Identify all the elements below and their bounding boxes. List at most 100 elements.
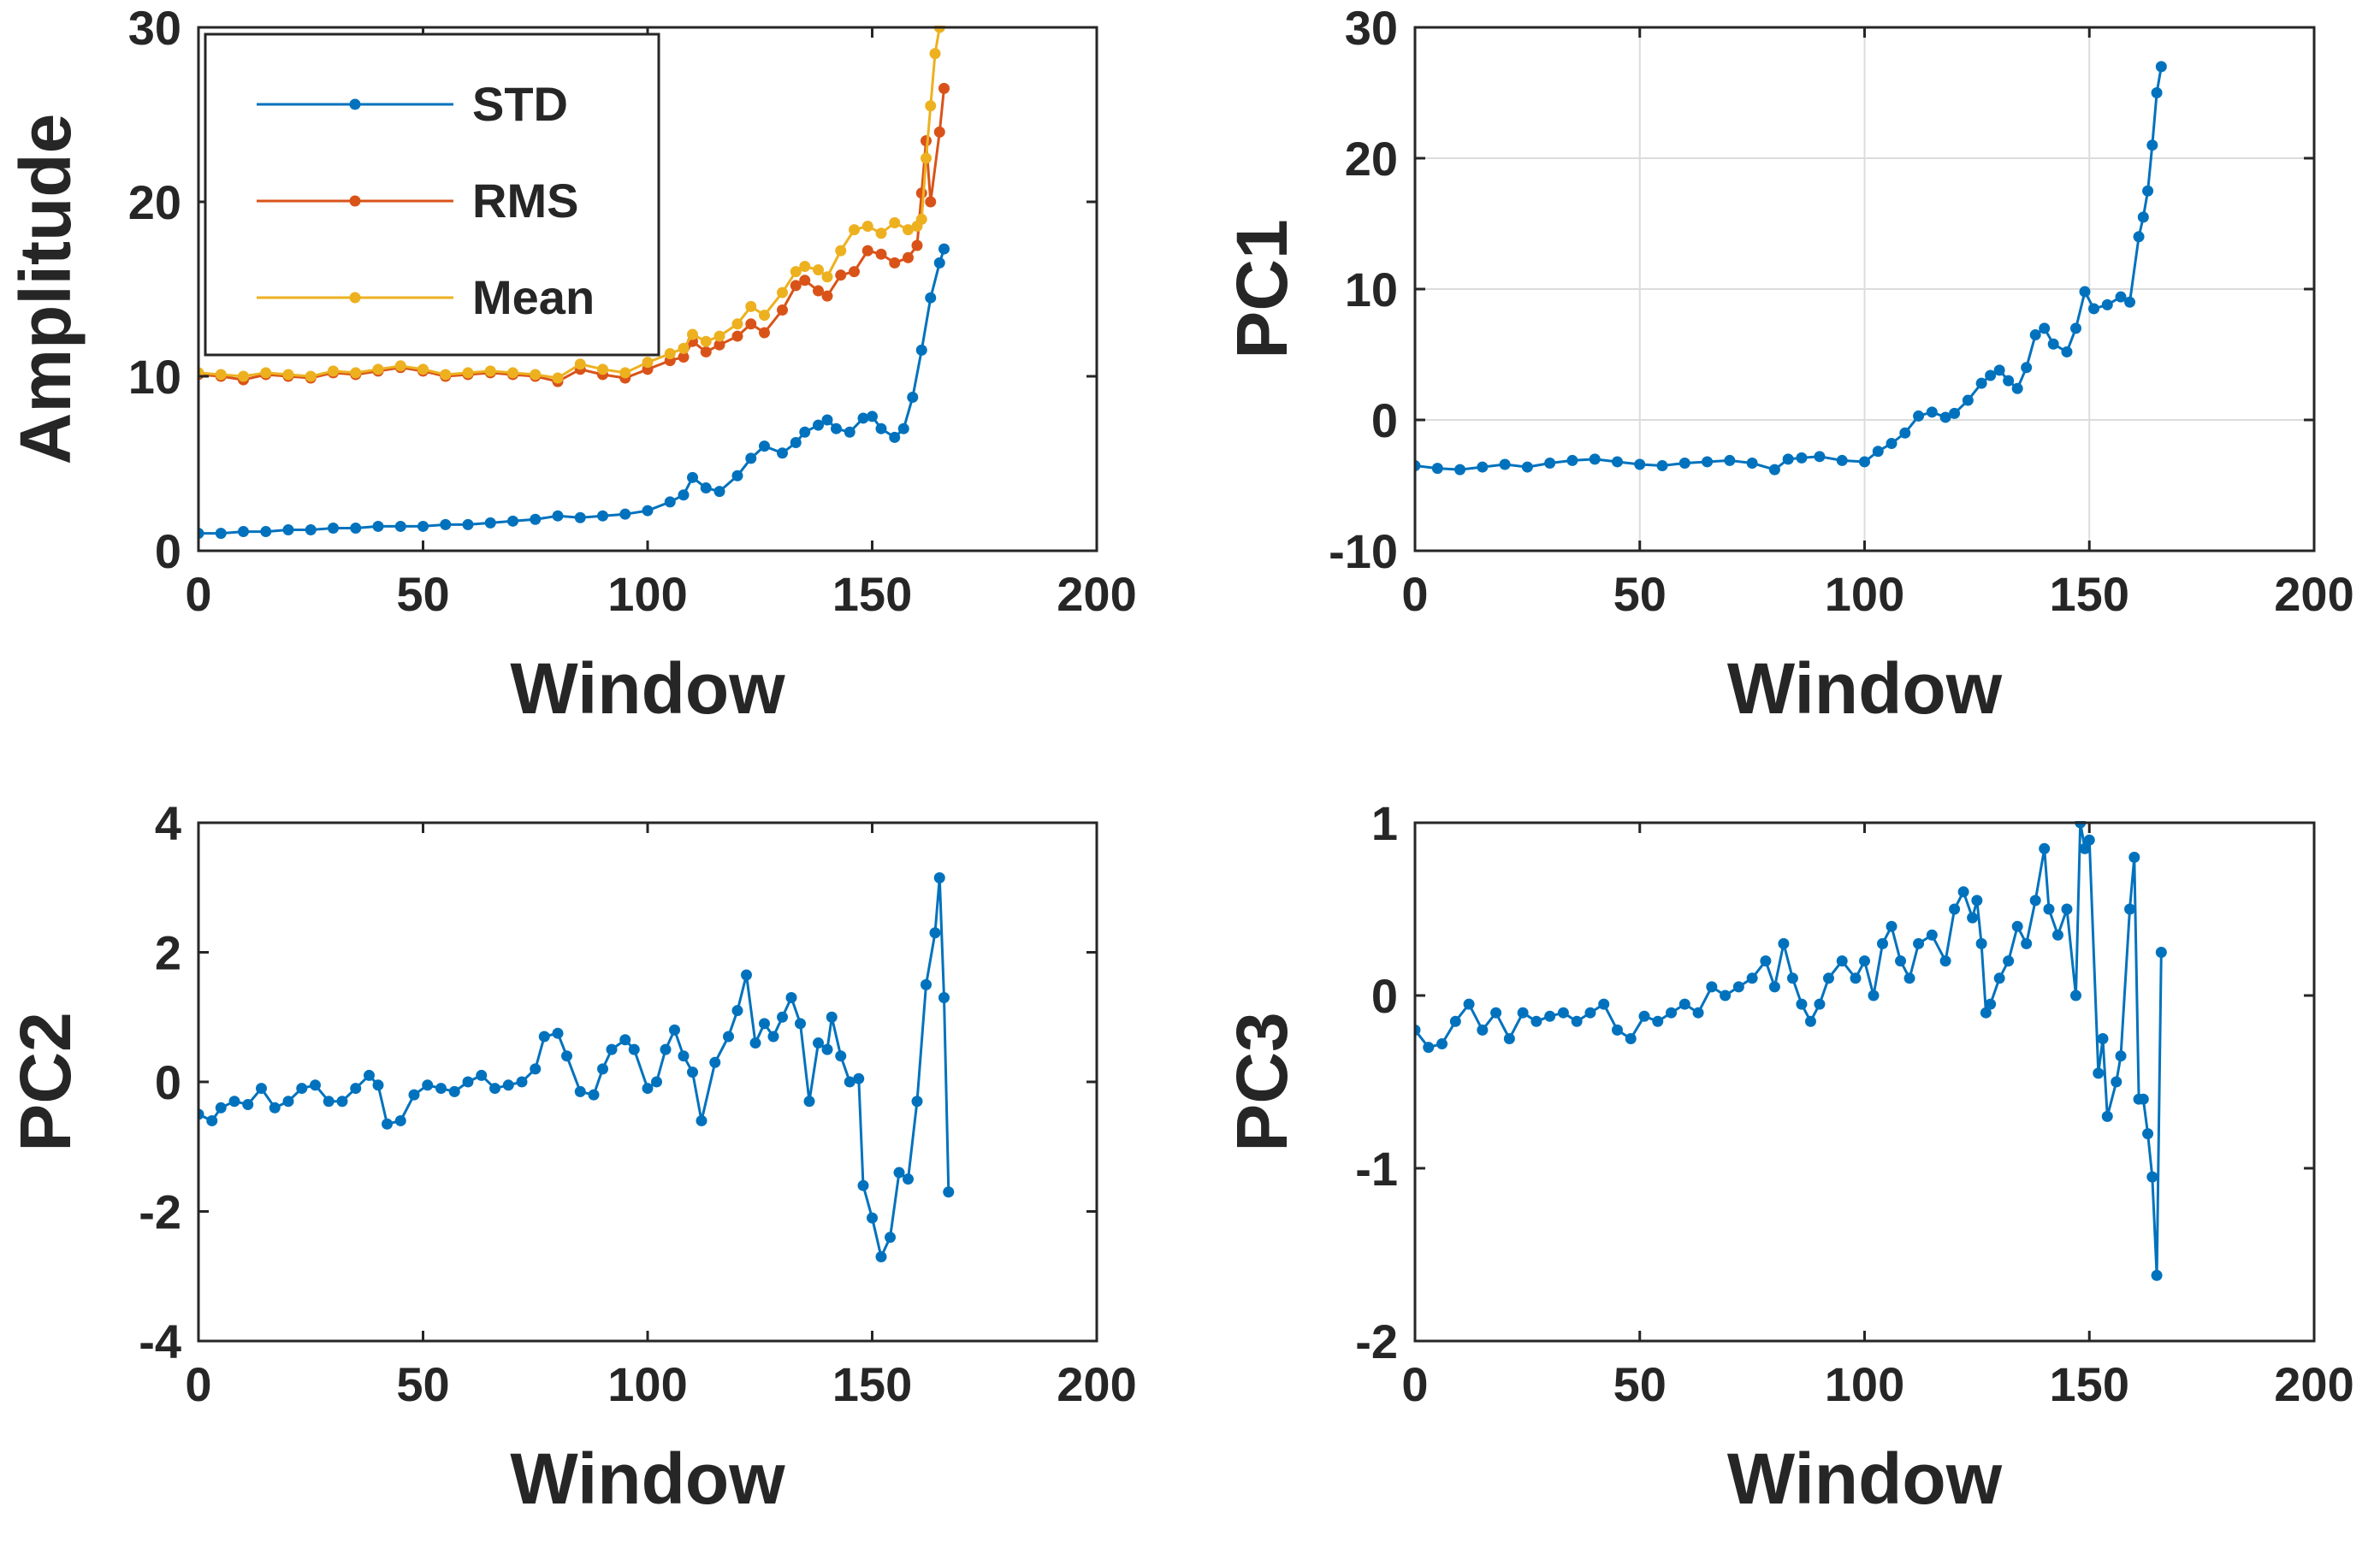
data-point [713,339,725,351]
y-axis-label: PC2 [5,1012,86,1151]
data-point [749,1037,761,1049]
data-point [422,1079,434,1091]
series-line-pc1 [1415,66,2163,471]
data-point [198,1108,204,1120]
y-tick-label: -2 [1355,1315,1398,1368]
data-point [530,1063,542,1075]
data-point [1886,438,1897,450]
data-point [660,1043,672,1055]
data-point [925,100,937,112]
data-point [921,978,932,990]
data-point [929,927,941,939]
data-point [2079,842,2091,854]
data-point [1557,1007,1569,1019]
data-point [305,370,317,382]
data-point [1868,990,1880,1001]
data-point [893,1167,905,1179]
data-point [2011,920,2023,932]
data-point [198,528,204,540]
data-point [1625,1033,1637,1044]
data-point [1415,1024,1421,1036]
data-point [1652,1015,1664,1027]
data-point [813,285,824,297]
data-point [1804,1015,1816,1027]
data-point [1975,937,1987,949]
x-tick-label: 100 [1825,567,1904,621]
data-point [2051,929,2063,941]
data-point [382,1118,393,1130]
data-point [2061,346,2073,357]
data-point [1886,920,1897,932]
data-point [1782,453,1794,465]
data-point [861,245,873,257]
data-point [1760,955,1772,967]
data-point [1913,937,1925,949]
legend-box [204,32,660,357]
data-point [1611,1024,1623,1036]
data-point [350,367,362,379]
data-point [745,300,757,312]
x-tick-label: 50 [1613,567,1667,621]
data-point [1836,454,1848,466]
data-point [826,1011,838,1023]
data-point [1702,456,1714,468]
x-tick-label: 150 [2050,567,2129,621]
data-point [799,275,811,287]
data-point [2029,895,2041,907]
data-point [364,1069,375,1081]
data-point [1903,972,1915,984]
data-point [642,357,654,369]
data-point [1589,453,1601,465]
data-point [1850,972,1862,984]
series-line-mean [198,27,941,380]
data-point [2128,851,2140,863]
data-point [1985,369,1997,381]
data-point [861,221,873,233]
y-tick-label: 2 [155,926,181,980]
data-point [260,367,272,379]
data-point [1598,998,1610,1010]
data-point [574,358,586,370]
data-point [1895,955,1907,967]
data-point [530,369,542,381]
data-point [238,526,249,538]
data-point [2083,834,2095,846]
legend-label-rms: RMS [472,174,578,227]
data-point [915,213,927,225]
data-point [821,414,833,426]
data-point [759,440,770,452]
x-tick-label: 200 [2274,567,2353,621]
data-point [1720,990,1732,1001]
data-point [687,471,698,483]
data-point [1985,998,1997,1010]
data-point [323,1096,335,1108]
data-point [903,224,914,236]
data-point [925,292,937,304]
data-point [813,419,824,431]
data-point [1666,1007,1678,1019]
data-point [394,1114,406,1126]
data-point [1692,1007,1704,1019]
data-point [700,346,712,357]
data-point [1477,461,1489,473]
data-point [799,260,811,272]
data-point [867,411,878,422]
x-tick-label: 100 [607,567,687,621]
data-point [1463,998,1475,1010]
data-point [242,1099,254,1111]
data-point [790,280,802,292]
x-axis-label: Window [1727,1439,2003,1519]
data-point [408,1089,420,1101]
data-point [731,470,743,482]
data-point [875,248,887,260]
data-point [215,528,227,540]
data-point [885,1232,896,1244]
data-point [619,1034,631,1046]
data-point [2093,1067,2105,1079]
data-point [2021,937,2033,949]
y-tick-label: 10 [1345,263,1398,316]
data-point [1449,1015,1461,1027]
data-point [651,1076,662,1088]
data-point [1913,410,1925,422]
data-point [713,330,725,342]
